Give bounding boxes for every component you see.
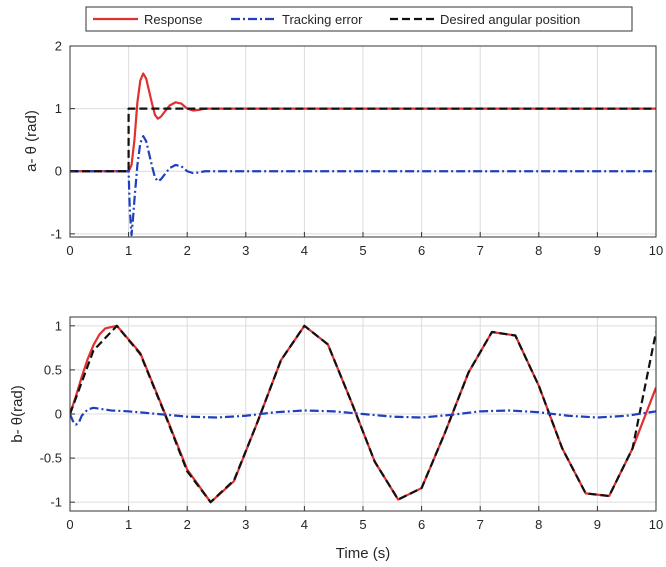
panel-a-xtick-label: 9 xyxy=(594,243,601,258)
legend-label-tracking-error: Tracking error xyxy=(282,12,363,27)
panel-b: 0 1 2 3 4 5 6 7 8 9 10 -1 -0.5 0 0.5 1 b- θ(rad) Time (… xyxy=(9,316,664,562)
panel-b-ytick-label: -0.5 xyxy=(40,451,62,466)
legend-box xyxy=(85,6,633,32)
panel-a-ytick-label: 2 xyxy=(55,39,62,54)
panel-b-series-desired-angular-position xyxy=(70,324,656,504)
panel-b-ytick-label: 0 xyxy=(55,407,62,422)
panel-b-xtick-label: 3 xyxy=(242,517,249,532)
panel-a: 0 1 2 3 4 5 6 7 8 9 10 -1 0 1 2 a- θ (rad) xyxy=(23,39,663,259)
panel-a-xtick-label: 2 xyxy=(184,243,191,258)
panel-a-series xyxy=(70,72,656,237)
panel-a-ytick-label: -1 xyxy=(50,226,62,241)
panel-b-xtick-label: 8 xyxy=(535,517,542,532)
panel-b-xtick-label: 5 xyxy=(359,517,366,532)
panel-a-xtick-label: 3 xyxy=(242,243,249,258)
panel-b-grid xyxy=(69,317,657,511)
panel-a-series-tracking-error xyxy=(70,135,656,237)
panel-b-ytick-label: 0.5 xyxy=(44,362,62,377)
panel-b-xlabel: Time (s) xyxy=(336,545,390,562)
panel-a-xtick-label: 0 xyxy=(66,243,73,258)
panel-b-ticks: 0 1 2 3 4 5 6 7 8 9 10 -1 -0.5 0 0.5 1 xyxy=(40,318,664,532)
panel-a-ytick-label: 1 xyxy=(55,101,62,116)
panel-a-xtick-label: 6 xyxy=(418,243,425,258)
panel-a-xtick-label: 10 xyxy=(649,243,663,258)
legend-label-desired: Desired angular position xyxy=(440,12,580,27)
panel-b-ylabel: b- θ(rad) xyxy=(9,385,26,443)
panel-b-xtick-label: 1 xyxy=(125,517,132,532)
panel-a-xtick-label: 4 xyxy=(301,243,308,258)
panel-a-xtick-label: 5 xyxy=(359,243,366,258)
panel-b-ytick-label: 1 xyxy=(55,318,62,333)
panel-b-ytick-label: -1 xyxy=(50,495,62,510)
panel-a-grid xyxy=(69,45,657,237)
panel-b-series xyxy=(70,324,656,504)
panel-a-series-desired-angular-position xyxy=(70,107,656,173)
panel-a-xtick-label: 1 xyxy=(125,243,132,258)
panel-b-xtick-label: 4 xyxy=(301,517,308,532)
panel-a-xtick-label: 7 xyxy=(477,243,484,258)
legend-label-response: Response xyxy=(144,12,203,27)
panel-a-ytick-label: 0 xyxy=(55,164,62,179)
panel-b-xtick-label: 7 xyxy=(477,517,484,532)
panel-b-xtick-label: 2 xyxy=(184,517,191,532)
panel-b-xtick-label: 9 xyxy=(594,517,601,532)
panel-a-series-response xyxy=(70,72,656,173)
panel-b-xtick-label: 0 xyxy=(66,517,73,532)
panel-a-xtick-label: 8 xyxy=(535,243,542,258)
panel-b-xtick-label: 10 xyxy=(649,517,663,532)
legend: Response Tracking error Desired angular … xyxy=(85,6,633,32)
panel-b-series-tracking-error xyxy=(70,406,656,426)
panel-a-ylabel: a- θ (rad) xyxy=(23,110,40,172)
panel-a-ticks: 0 1 2 3 4 5 6 7 8 9 10 -1 0 1 2 xyxy=(50,39,663,259)
panel-b-xtick-label: 6 xyxy=(418,517,425,532)
